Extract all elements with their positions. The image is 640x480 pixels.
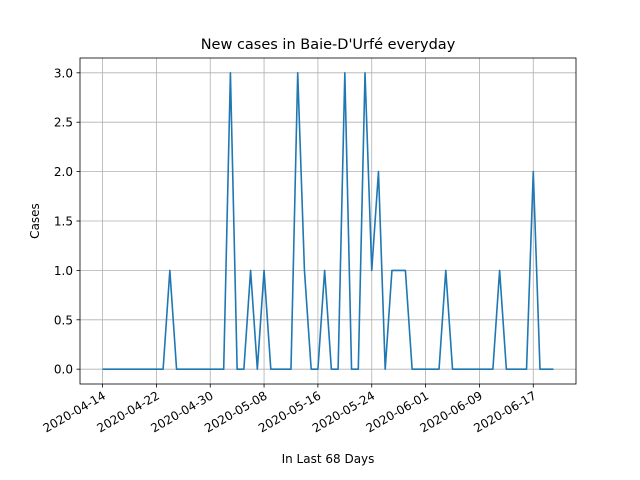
y-tick-label: 1.0 [54,264,73,278]
series-lines [102,72,554,370]
series-line [102,72,554,370]
y-tick-label: 0.5 [54,313,73,327]
chart-title: New cases in Baie-D'Urfé everyday [201,37,456,53]
y-tick-label: 2.0 [54,165,73,179]
grid-lines [80,58,576,384]
y-tick-label: 1.5 [54,215,73,229]
y-tick-label: 2.5 [54,116,73,130]
x-axis-label: In Last 68 Days [282,452,375,466]
y-axis-ticks: 0.0 0.5 1.0 1.5 2.0 2.5 3.0 [54,66,80,377]
y-tick-label: 3.0 [54,66,73,80]
y-axis-label: Cases [28,203,42,239]
y-tick-label: 0.0 [54,363,73,377]
